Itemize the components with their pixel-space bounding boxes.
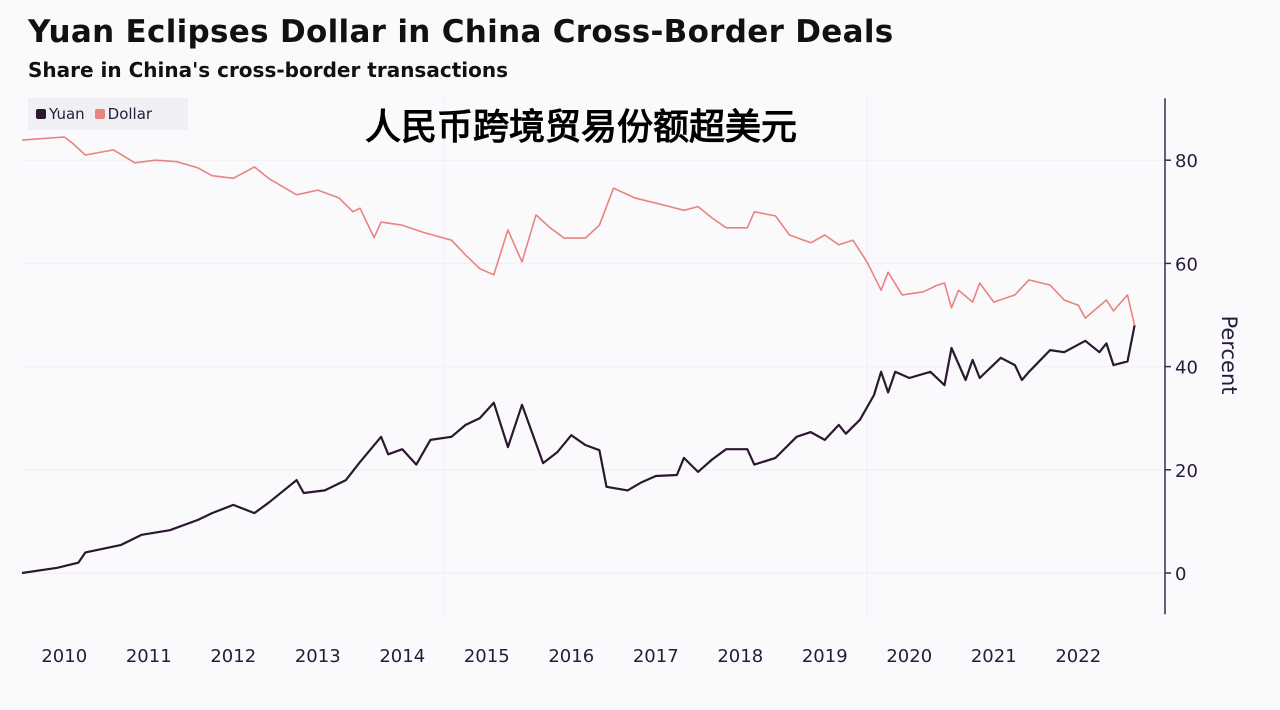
y-axis-label: Percent [1217, 315, 1241, 394]
x-tick-label: 2010 [41, 646, 87, 667]
x-tick-label: 2017 [633, 646, 679, 667]
x-tick-label: 2019 [802, 646, 848, 667]
series-lines [21, 136, 1136, 575]
x-tick-label: 2020 [886, 646, 932, 667]
chart-title: Yuan Eclipses Dollar in China Cross-Bord… [28, 14, 894, 50]
x-axis-ticks: 2010 2011 2012 2013 2014 2015 2016 2017 2018 2019… [41, 646, 1101, 667]
x-tick-label: 2011 [126, 646, 172, 667]
x-tick-label: 2022 [1055, 646, 1101, 667]
y-axis: 0 20 40 60 80 [1164, 98, 1198, 615]
y-tick-label: 0 [1175, 564, 1186, 585]
y-tick-label: 40 [1175, 358, 1198, 379]
x-tick-label: 2021 [971, 646, 1017, 667]
x-tick-label: 2014 [379, 646, 425, 667]
legend-swatch-yuan [36, 109, 46, 119]
series-line-yuan [21, 325, 1136, 575]
x-tick-label: 2018 [717, 646, 763, 667]
legend-label: Dollar [107, 105, 153, 123]
chart-subtitle: Share in China's cross-border transactio… [28, 58, 508, 82]
y-tick-label: 80 [1175, 151, 1198, 172]
x-tick-label: 2016 [548, 646, 594, 667]
y-tick-label: 60 [1175, 254, 1198, 275]
legend-label: Yuan [49, 105, 85, 123]
legend: Yuan Dollar [28, 98, 188, 130]
legend-item-dollar[interactable]: Dollar [94, 105, 153, 123]
x-tick-label: 2012 [210, 646, 256, 667]
legend-swatch-dollar [94, 109, 105, 119]
legend-item-yuan[interactable]: Yuan [36, 105, 85, 123]
y-tick-label: 20 [1175, 461, 1198, 482]
overlay-caption: 人民币跨境贸易份额超美元 [365, 107, 798, 148]
x-tick-label: 2015 [464, 646, 510, 667]
series-line-dollar [21, 136, 1136, 326]
x-tick-label: 2013 [295, 646, 341, 667]
gridlines [22, 95, 1165, 615]
